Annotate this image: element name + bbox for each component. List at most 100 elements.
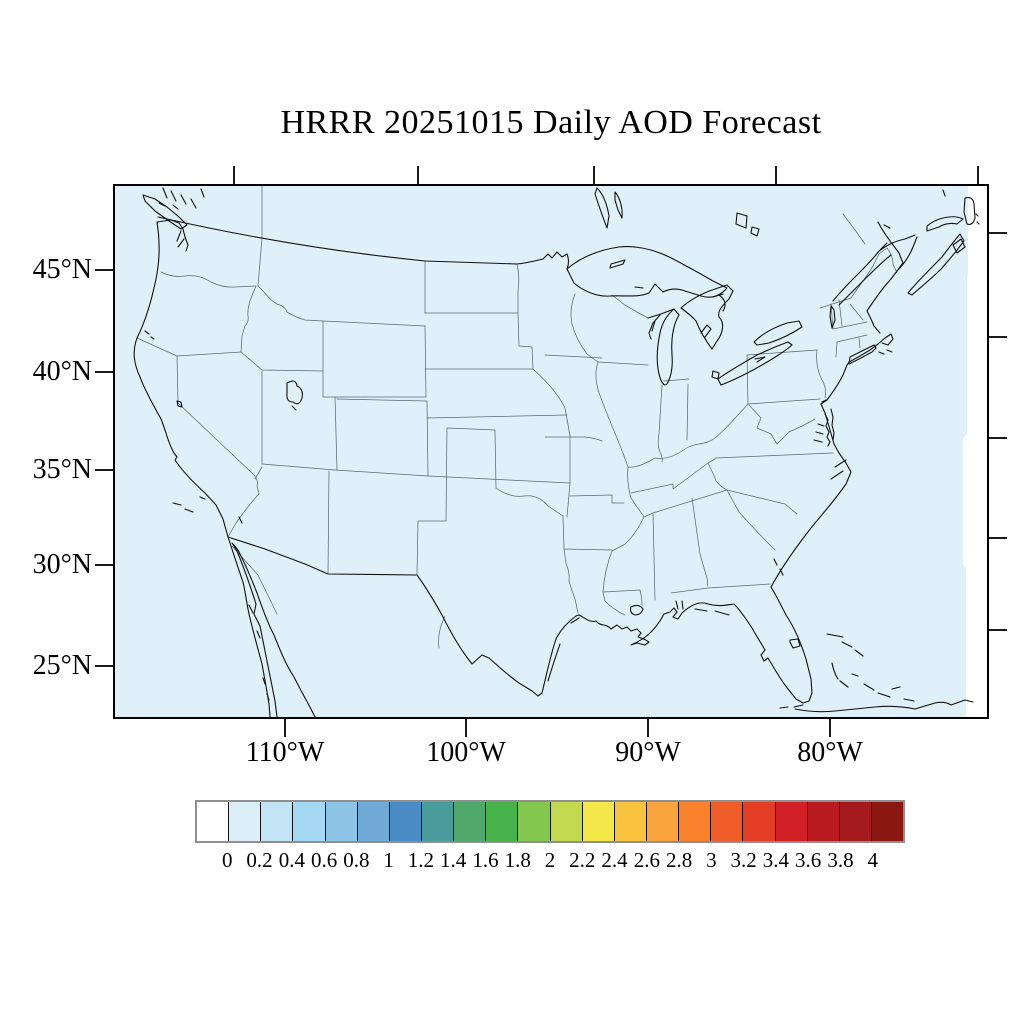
latitude-label: 40°N xyxy=(32,356,92,387)
mexico-border xyxy=(227,536,543,697)
great-salt-lake xyxy=(176,380,303,411)
lake-superior xyxy=(566,246,728,298)
lon-tick-top xyxy=(233,166,235,184)
colorbar-cell xyxy=(582,802,615,841)
baja-coast xyxy=(227,536,316,717)
maritimes xyxy=(883,189,980,296)
coastlines xyxy=(133,187,980,717)
lake-champlain xyxy=(829,305,836,329)
lat-tick xyxy=(95,371,113,373)
colorbar-cell xyxy=(421,802,455,841)
colorbar-tick-label: 1.4 xyxy=(440,848,467,872)
lat-tick-right xyxy=(989,336,1007,338)
lake-erie xyxy=(717,341,793,386)
conus-map xyxy=(115,186,980,717)
barrier-islands xyxy=(547,459,847,682)
colorbar-tick-label: 1.8 xyxy=(504,848,531,872)
colorbar-cell xyxy=(293,802,326,841)
colorbar-tick-label: 4 xyxy=(867,848,878,872)
lon-tick xyxy=(829,719,831,737)
latitude-label: 35°N xyxy=(32,454,92,485)
pacific-coast xyxy=(133,221,229,538)
colorbar-tick-label: 0.4 xyxy=(278,848,305,872)
colorbar-cell xyxy=(743,802,776,841)
colorbar-cell xyxy=(261,802,294,841)
colorbar-cell xyxy=(711,802,744,841)
colorbar-tick-label: 2.4 xyxy=(601,848,628,872)
longitude-label: 90°W xyxy=(615,737,681,768)
lat-tick xyxy=(95,469,113,471)
pacific-northwest xyxy=(142,187,205,252)
colorbar-cell xyxy=(486,802,519,841)
lon-tick xyxy=(465,719,467,737)
lat-tick xyxy=(95,564,113,566)
lon-tick xyxy=(284,719,286,737)
latitude-label: 45°N xyxy=(32,254,92,285)
colorbar-cell xyxy=(357,802,390,841)
colorbar-cell xyxy=(454,802,487,841)
map-plot xyxy=(113,184,989,719)
state-borders xyxy=(136,186,898,649)
lat-tick-right xyxy=(989,537,1007,539)
colorbar-cell xyxy=(325,802,358,841)
colorbar-tick-label: 3.6 xyxy=(795,848,822,872)
colorbar xyxy=(195,800,905,843)
colorbar-tick-label: 1.6 xyxy=(472,848,499,872)
upper-peninsula-coast xyxy=(647,308,675,319)
colorbar-tick-label: 3 xyxy=(706,848,717,872)
colorbar-cell xyxy=(807,802,840,841)
colorbar-tick-label: 0.6 xyxy=(310,848,338,872)
colorbar-tick-label: 1.2 xyxy=(407,848,435,872)
lat-tick-right xyxy=(989,437,1007,439)
atlantic-coast xyxy=(770,221,904,588)
chesapeake-bay xyxy=(813,399,835,447)
colorbar-cell xyxy=(646,802,680,841)
lon-tick-top xyxy=(977,166,979,184)
colorbar-cell xyxy=(775,802,808,841)
lake-okeechobee xyxy=(789,638,801,649)
lake-pontchartrain xyxy=(629,600,684,616)
longitude-label: 80°W xyxy=(797,737,863,768)
lat-tick-right xyxy=(989,629,1007,631)
page-title: HRRR 20251015 Daily AOD Forecast xyxy=(280,104,822,141)
lake-huron xyxy=(680,284,734,350)
colorbar-cell xyxy=(518,802,551,841)
small-islands xyxy=(144,330,270,701)
colorbar-cell xyxy=(550,802,583,841)
long-island xyxy=(848,344,893,365)
st-lawrence xyxy=(832,234,916,306)
lat-tick xyxy=(95,269,113,271)
colorbar-tick-label: 2.8 xyxy=(665,848,693,872)
colorbar-tick-label: 0.8 xyxy=(343,848,370,872)
latitude-label: 25°N xyxy=(32,650,92,681)
lat-tick xyxy=(95,665,113,667)
colorbar-cell xyxy=(839,802,872,841)
colorbar-tick-label: 2.6 xyxy=(633,848,660,872)
longitude-label: 110°W xyxy=(245,737,325,768)
lon-tick-top xyxy=(775,166,777,184)
colorbar-cell xyxy=(197,802,230,841)
colorbar-tick-label: 1 xyxy=(383,848,394,872)
colorbar-tick-label: 3.2 xyxy=(730,848,757,872)
colorbar-cell xyxy=(389,802,422,841)
colorbar-tick-label: 2 xyxy=(544,848,556,872)
latitude-label: 30°N xyxy=(32,549,92,580)
colorbar-cell xyxy=(614,802,647,841)
colorbar-tick-label: 3.4 xyxy=(762,848,790,872)
colorbar-tick-label: 0.2 xyxy=(246,848,273,872)
canadian-lakes xyxy=(594,187,760,237)
colorbar-cell xyxy=(871,802,904,841)
lat-tick-right xyxy=(989,232,1007,234)
gulf-coast xyxy=(541,586,813,704)
longitude-label: 100°W xyxy=(426,737,506,768)
colorbar-tick-label: 3.8 xyxy=(827,848,854,872)
colorbar-tick-label: 0 xyxy=(222,848,233,872)
lon-tick xyxy=(647,719,649,737)
lon-tick-top xyxy=(593,166,595,184)
canada-border xyxy=(157,216,570,270)
cuba-bahamas xyxy=(794,633,974,713)
lon-tick-top xyxy=(417,166,419,184)
florida-keys xyxy=(779,704,804,709)
hrrr-domain-fill xyxy=(115,186,968,717)
